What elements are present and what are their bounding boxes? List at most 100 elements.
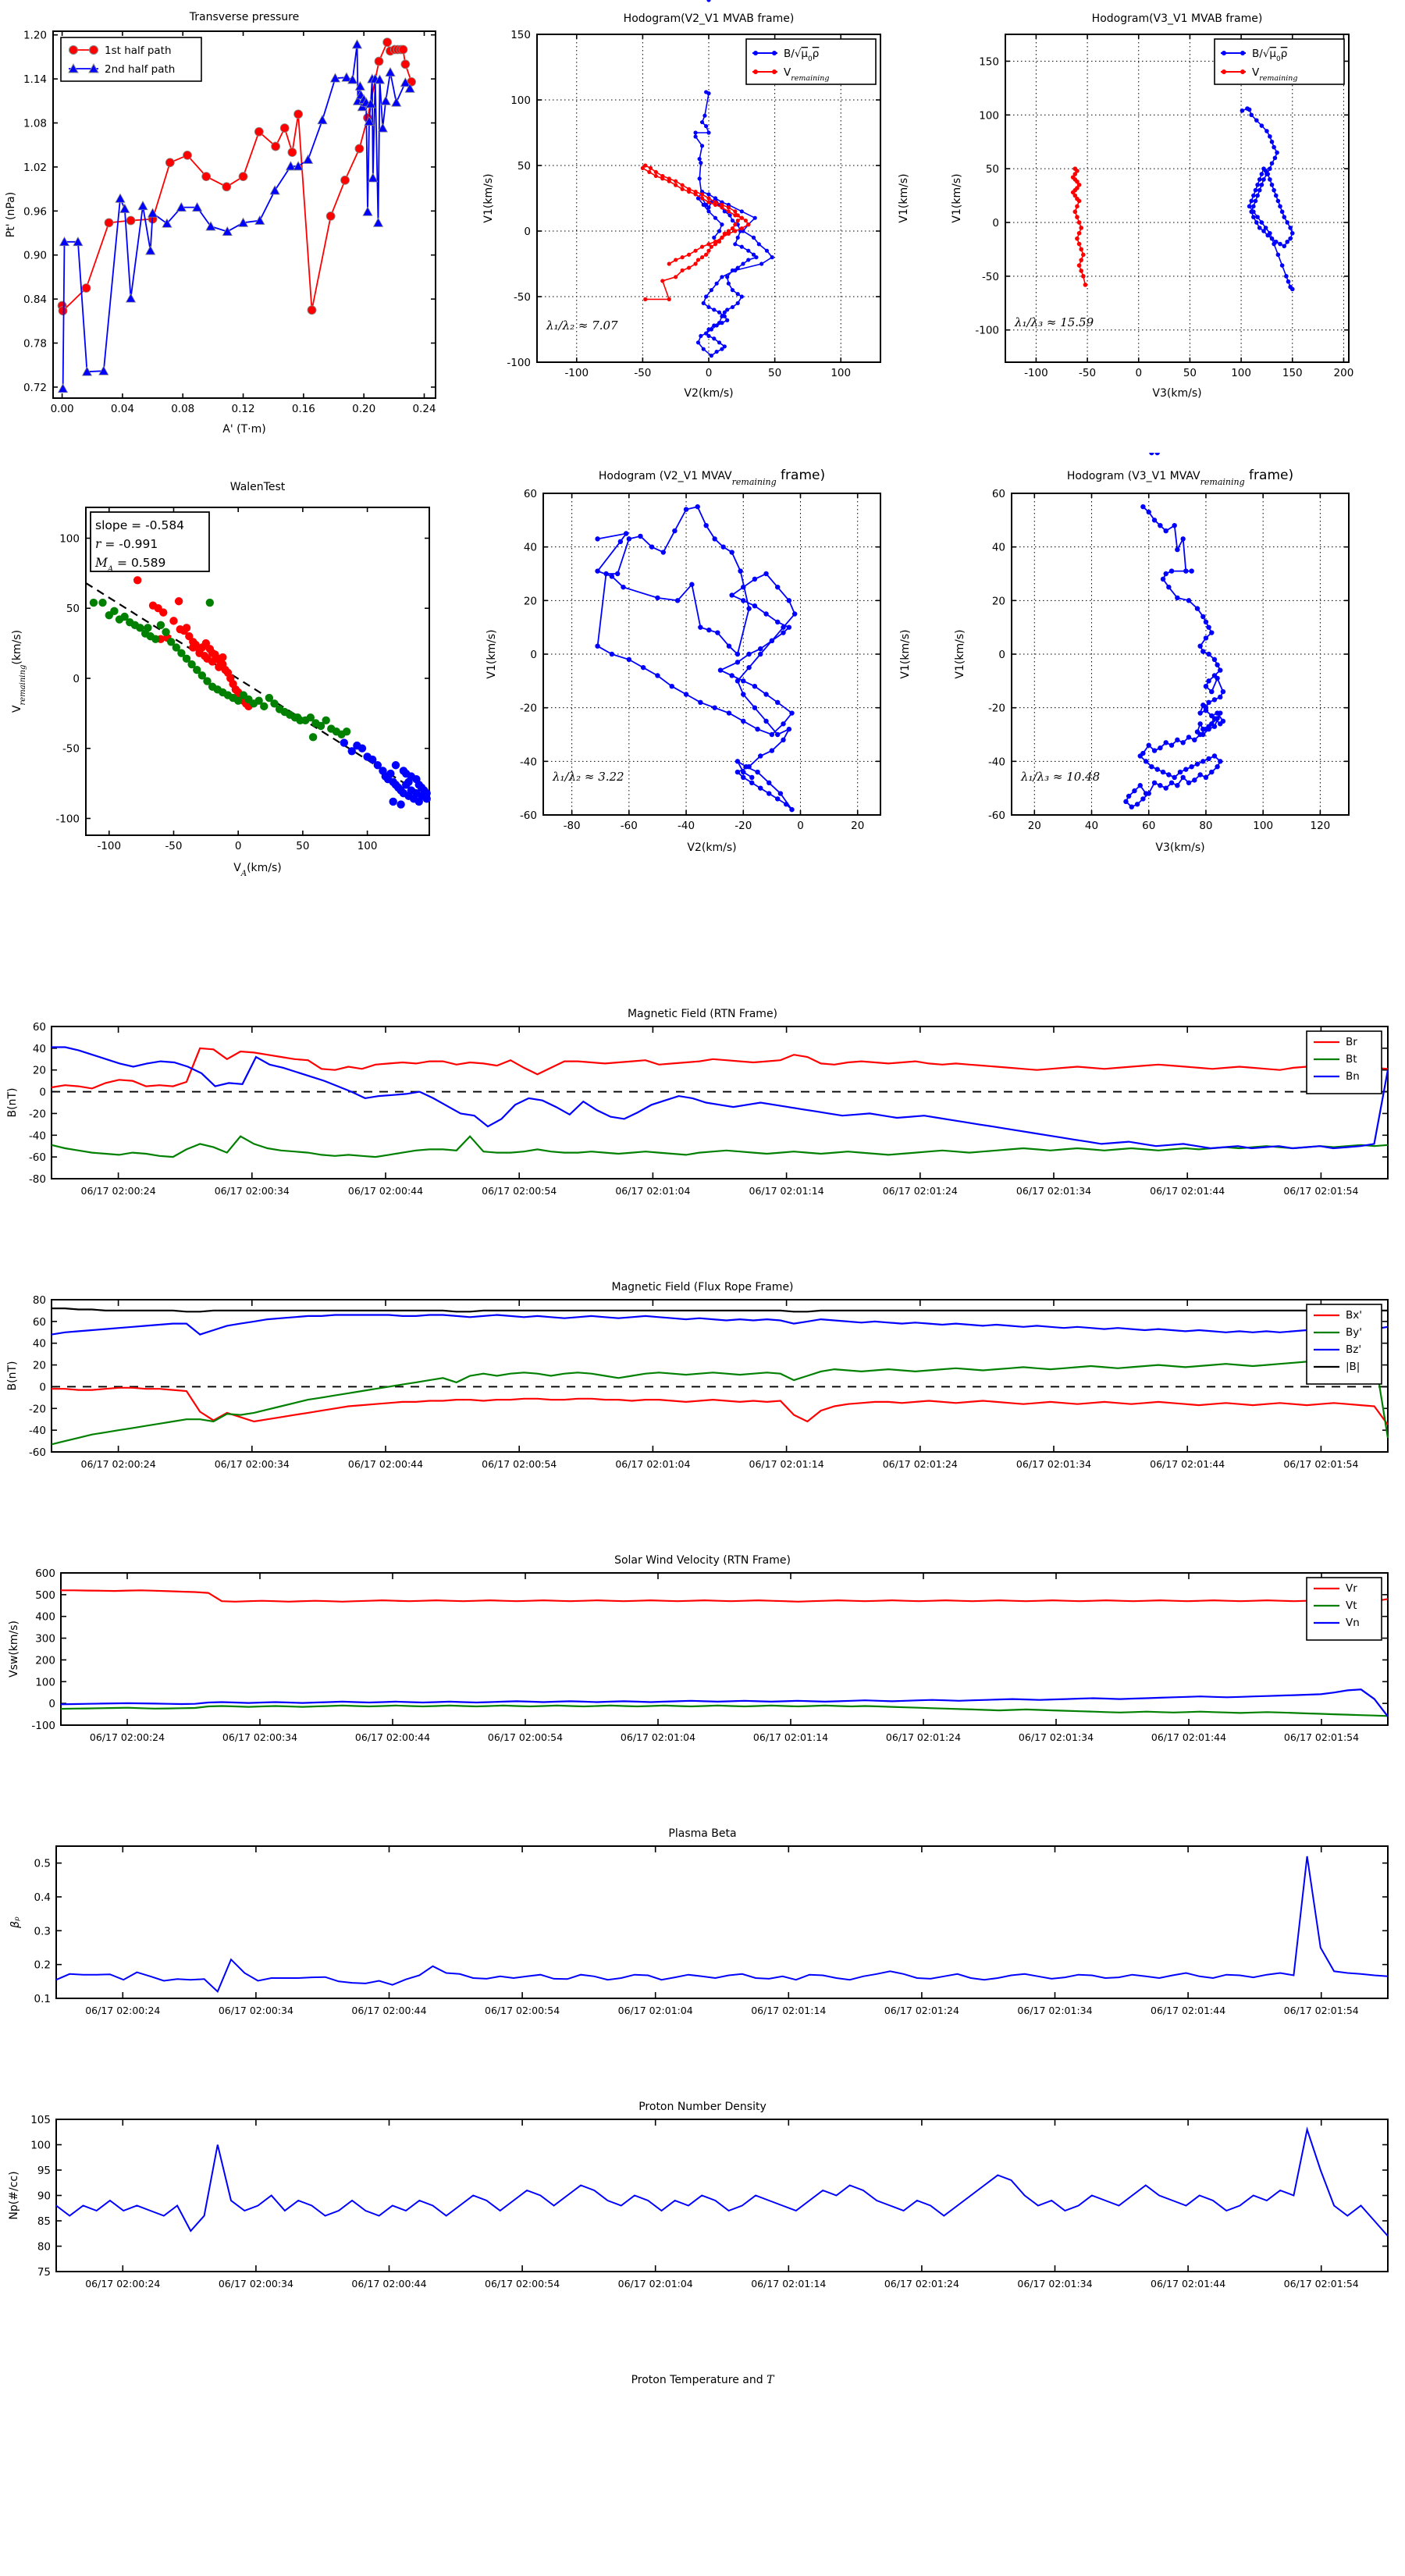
svg-text:0: 0 [39, 1087, 46, 1099]
series-markers-0 [595, 503, 798, 813]
series-Vt [60, 1704, 1389, 1717]
svg-text:200: 200 [35, 1654, 55, 1667]
legend-label: Bn [1346, 1070, 1360, 1083]
svg-text:0.24: 0.24 [412, 403, 436, 415]
stats-box [90, 511, 210, 572]
svg-text:50: 50 [518, 160, 531, 173]
svg-text:100: 100 [1253, 820, 1273, 832]
svg-text:50: 50 [768, 367, 781, 379]
walen-r: r = -0.991 [95, 537, 158, 551]
time-tick-label: 06/17 02:00:44 [355, 1731, 430, 1743]
legend-label: Vt [1346, 1599, 1357, 1612]
svg-text:100: 100 [510, 94, 531, 107]
svg-text:100: 100 [357, 840, 378, 852]
svg-text:Pt' (nPa): Pt' (nPa) [5, 192, 17, 237]
axis-ticks: -100 0 100 200 300 400 500 600 06/17 02:00:24 06/… [31, 1567, 1388, 1743]
axis-ticks: -100 -50 0 50 100 -100 -50 0 50 100 [55, 507, 429, 852]
eigenvalue-ratio-annotation: λ₁/λ₃ ≈ 15.59 [1014, 315, 1094, 329]
svg-text:Hodogram(V3_V1 MVAB frame): Hodogram(V3_V1 MVAB frame) [1092, 12, 1263, 25]
svg-text:50: 50 [1183, 367, 1197, 379]
y-axis-label: B(nT) [6, 1361, 19, 1391]
time-tick-label: 06/17 02:01:24 [884, 2278, 959, 2290]
svg-text:V1(km/s): V1(km/s) [482, 173, 495, 222]
svg-text:0.84: 0.84 [23, 294, 47, 306]
svg-text:60: 60 [992, 488, 1005, 500]
series-Bn [52, 1046, 1389, 1150]
panel-title: Hodogram (V3_V1 MVAVremaining frame) [1067, 468, 1293, 487]
svg-text:0.04: 0.04 [111, 403, 134, 415]
svg-text:100: 100 [35, 1676, 55, 1688]
series-Bx' [52, 1386, 1389, 1425]
svg-text:100: 100 [979, 109, 999, 122]
time-tick-label: 06/17 02:01:34 [1016, 1458, 1091, 1470]
panel-proton-number-density: Proton Number Density 75 80 85 90 95 100 105 06/… [0, 2022, 1405, 2303]
svg-text:Proton Number Density: Proton Number Density [638, 2101, 767, 2113]
time-tick-label: 06/17 02:00:34 [219, 2278, 293, 2290]
svg-text:0.78: 0.78 [23, 338, 47, 350]
time-tick-label: 06/17 02:01:14 [753, 1731, 828, 1743]
svg-text:40: 40 [992, 542, 1005, 554]
svg-text:0: 0 [1135, 367, 1142, 379]
legend-box [60, 37, 202, 82]
svg-text:-60: -60 [988, 809, 1005, 822]
time-tick-label: 06/17 02:00:54 [488, 1731, 563, 1743]
time-tick-label: 06/17 02:01:44 [1150, 1185, 1225, 1197]
time-tick-label: 06/17 02:00:34 [222, 1731, 297, 1743]
axes-frame [51, 1026, 1389, 1179]
svg-text:300: 300 [35, 1633, 55, 1646]
svg-text:-20: -20 [520, 703, 537, 715]
time-tick-label: 06/17 02:01:54 [1284, 2278, 1359, 2290]
panel-proton-temperature: Proton Temperature and T [0, 2295, 1405, 2576]
svg-text:80: 80 [33, 1294, 46, 1307]
svg-text:40: 40 [1085, 820, 1098, 832]
y-axis-label: V1(km/s) [486, 629, 498, 678]
svg-text:50: 50 [296, 840, 309, 852]
eigenvalue-ratio-annotation: λ₁/λ₂ ≈ 7.07 [546, 318, 618, 333]
svg-text:85: 85 [37, 2215, 51, 2228]
svg-text:Solar Wind Velocity (RTN Frame: Solar Wind Velocity (RTN Frame) [614, 1554, 791, 1567]
svg-text:Transverse pressure: Transverse pressure [189, 11, 299, 23]
svg-text:-40: -40 [29, 1425, 46, 1437]
svg-text:40: 40 [33, 1338, 46, 1350]
time-tick-label: 06/17 02:00:34 [215, 1458, 290, 1470]
svg-text:20: 20 [33, 1065, 46, 1077]
svg-text:-60: -60 [520, 809, 537, 822]
legend-label: |B| [1346, 1361, 1360, 1373]
panel-solar-wind-velocity: Solar Wind Velocity (RTN Frame) -100 0 100 2… [0, 1475, 1405, 1756]
svg-text:60: 60 [1142, 820, 1155, 832]
svg-text:20: 20 [992, 595, 1005, 607]
svg-text:0.5: 0.5 [34, 1858, 51, 1870]
time-tick-label: 06/17 02:01:14 [749, 1458, 824, 1470]
svg-text:40: 40 [33, 1043, 46, 1055]
eigenvalue-ratio-annotation: λ₁/λ₃ ≈ 10.48 [1020, 770, 1100, 784]
series-markers-1 [640, 163, 751, 301]
svg-text:V1(km/s): V1(km/s) [898, 173, 910, 222]
svg-text:-20: -20 [29, 1108, 46, 1120]
svg-text:80: 80 [37, 2241, 51, 2254]
svg-text:0.08: 0.08 [171, 403, 194, 415]
svg-text:20: 20 [851, 820, 864, 832]
axis-ticks: -80 -60 -40 -20 0 20 40 60 06/17 02:00:24 06/17 0… [29, 1021, 1388, 1197]
time-tick-label: 06/17 02:01:04 [615, 1458, 690, 1470]
svg-text:105: 105 [30, 2114, 51, 2126]
axes-frame [1005, 34, 1350, 363]
grid [1012, 493, 1349, 816]
svg-text:-80: -80 [564, 820, 581, 832]
eigenvalue-ratio-annotation: λ₁/λ₂ ≈ 3.22 [552, 770, 624, 784]
scatter-group-red [133, 576, 253, 711]
svg-text:50: 50 [66, 603, 80, 615]
svg-text:100: 100 [1231, 367, 1251, 379]
svg-text:0: 0 [73, 673, 80, 685]
series-Bt [51, 1135, 1389, 1158]
legend-label: Bz' [1346, 1343, 1361, 1356]
axis-ticks: 20 40 60 80 100 120 -60 -40 -20 0 20 40 60 [988, 488, 1349, 832]
axis-ticks: -100 -50 0 50 100 -100 -50 0 50 100 150 [507, 29, 880, 379]
walen-slope: slope = -0.584 [95, 518, 184, 532]
y-axis-label: V1(km/s) [954, 629, 966, 678]
time-tick-label: 06/17 02:01:24 [886, 1731, 961, 1743]
axes-frame [51, 1299, 1389, 1453]
svg-text:95: 95 [37, 2165, 51, 2177]
svg-text:-100: -100 [975, 325, 999, 337]
series-markers-0 [693, 0, 774, 358]
